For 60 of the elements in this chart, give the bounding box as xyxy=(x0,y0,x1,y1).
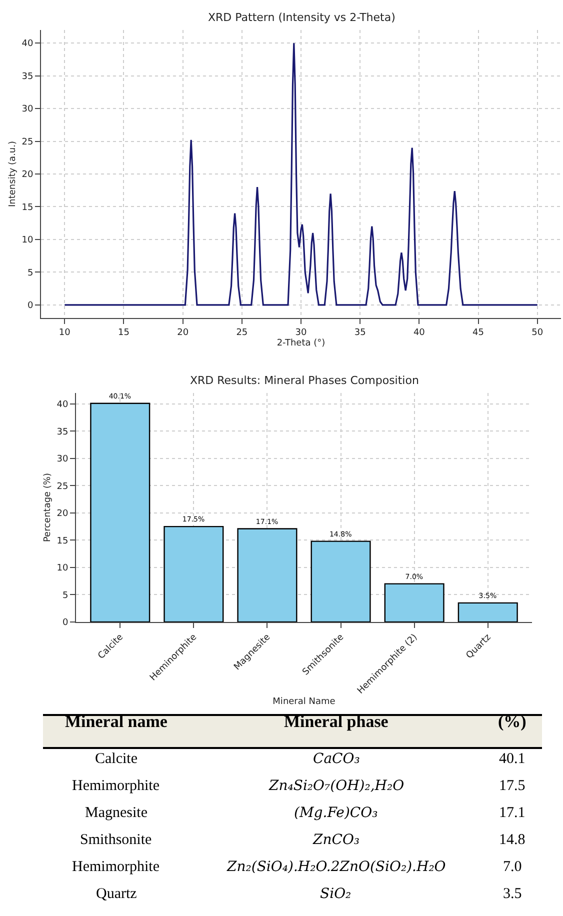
y-tick-label: 0 xyxy=(62,618,68,628)
category-label: Hemimorphite xyxy=(72,778,160,794)
x-tick-label: 15 xyxy=(118,328,130,338)
y-tick-label: 35 xyxy=(22,72,34,82)
y-tick-label: 20 xyxy=(56,509,68,520)
text: 40.1 xyxy=(499,751,526,767)
y-tick-label: 15 xyxy=(22,202,34,213)
y-tick-label: 0 xyxy=(27,301,34,312)
bar xyxy=(310,540,371,622)
text: SiO₂ xyxy=(320,886,352,902)
text: 17.1 xyxy=(499,805,526,821)
x-axis-title: 2-Theta (°) xyxy=(276,338,326,349)
text: 14.8 xyxy=(499,832,526,848)
chart-title: XRD Pattern (Intensity vs 2-Theta) xyxy=(208,11,396,24)
text: (Mg.Fe)CO₃ xyxy=(294,805,378,821)
text: ZnCO₃ xyxy=(312,832,360,848)
line-series xyxy=(64,42,538,306)
text: 7.0 xyxy=(503,859,522,875)
y-tick-label: 25 xyxy=(22,137,34,148)
y-tick-label: 40 xyxy=(56,400,68,410)
bar xyxy=(90,402,150,622)
text: CaCO₃ xyxy=(313,751,360,767)
text: Zn₄Si₂O₇(OH)₂,H₂O xyxy=(268,778,405,794)
text: Zn₂(SiO₄).H₂O.2ZnO(SiO₂).H₂O xyxy=(226,859,446,875)
bar xyxy=(164,526,224,622)
chart-title: XRD Results: Mineral Phases Composition xyxy=(190,374,419,387)
category-label: Magnesite xyxy=(85,805,148,821)
x-tick-label: 25 xyxy=(236,328,248,338)
category-label: Quartz xyxy=(96,886,138,902)
x-tick-label: 20 xyxy=(177,328,189,338)
category-label: Calcite xyxy=(95,751,138,767)
category-label: Hemimorphite xyxy=(72,859,160,875)
x-tick-label: 50 xyxy=(532,328,544,338)
category-label: Smithsonite xyxy=(80,832,152,848)
text: Mineral phase xyxy=(284,712,389,731)
bar xyxy=(384,583,444,622)
text: 17.5 xyxy=(499,778,526,794)
x-axis-title: Mineral Name xyxy=(272,697,336,708)
y-tick-label: 10 xyxy=(22,236,34,246)
y-tick-label: 30 xyxy=(56,454,68,465)
y-axis-title: Percentage (%) xyxy=(43,472,54,542)
x-tick-label: 30 xyxy=(295,328,307,338)
x-tick-label: 45 xyxy=(472,328,484,338)
y-axis-title: Intensity (a.u.) xyxy=(8,141,18,207)
bar xyxy=(237,528,298,622)
y-tick-label: 10 xyxy=(56,564,68,574)
y-tick-label: 25 xyxy=(56,482,68,492)
text: Mineral name xyxy=(65,712,168,731)
y-tick-label: 5 xyxy=(27,268,34,278)
text: (%) xyxy=(498,712,526,731)
y-tick-label: 35 xyxy=(56,427,68,438)
y-tick-label: 40 xyxy=(22,39,34,50)
y-tick-label: 30 xyxy=(22,104,34,115)
y-tick-label: 5 xyxy=(62,590,68,601)
x-tick-label: 40 xyxy=(413,328,426,338)
text: 3.5 xyxy=(503,886,522,902)
y-tick-label: 20 xyxy=(22,170,34,180)
bar xyxy=(458,602,518,622)
y-tick-label: 15 xyxy=(56,536,68,546)
x-tick-label: 35 xyxy=(354,328,366,338)
